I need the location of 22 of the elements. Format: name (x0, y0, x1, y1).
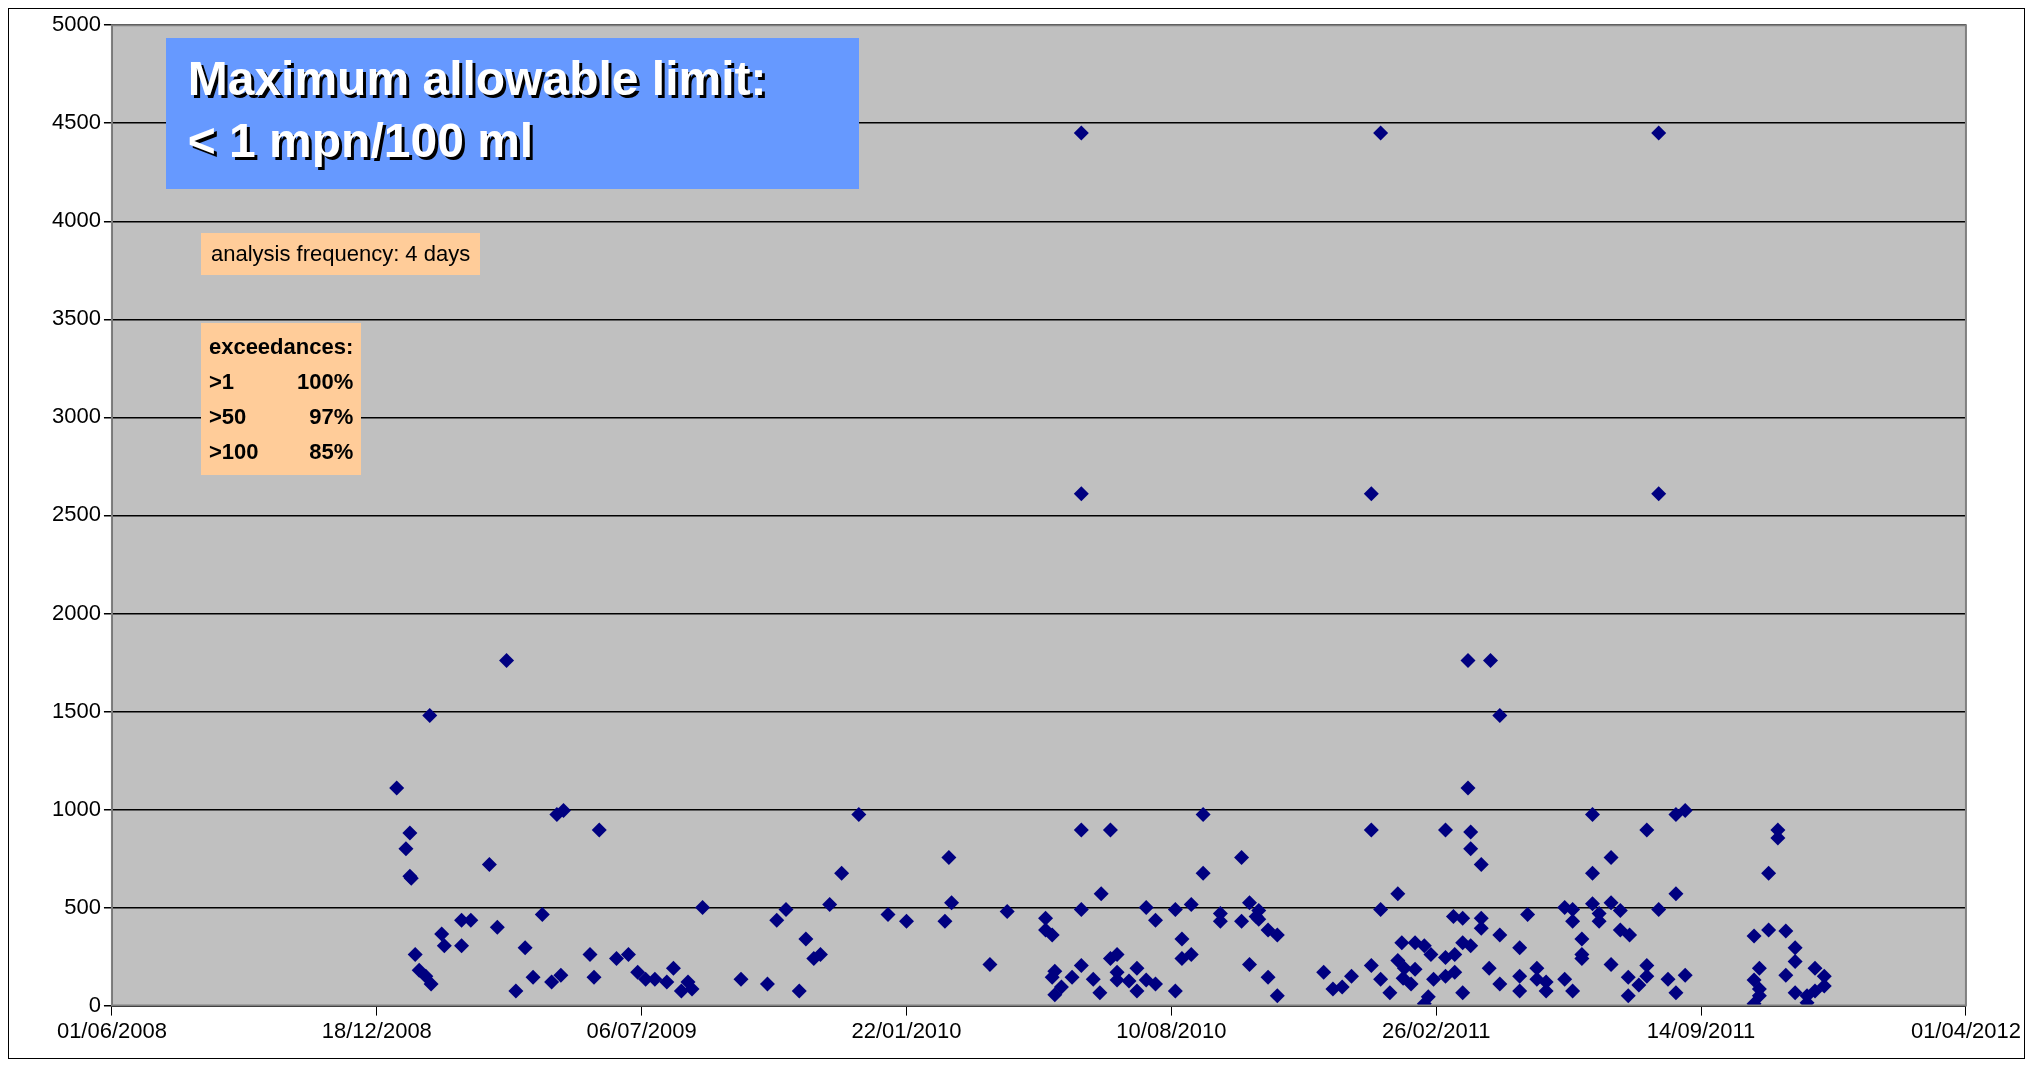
annotation: analysis frequency: 4 days (200, 233, 481, 276)
y-tick-label: 2500 (51, 501, 101, 527)
y-tick-label: 4000 (51, 207, 101, 233)
x-tick-label: 01/06/2008 (56, 1017, 167, 1043)
y-tick-label: 3000 (51, 403, 101, 429)
y-tick-label: 5000 (51, 11, 101, 37)
y-tick-label: 500 (64, 893, 101, 919)
x-tick-label: 18/12/2008 (321, 1017, 432, 1043)
y-tick-label: 2000 (51, 599, 101, 625)
x-tick-label: 26/02/2011 (1381, 1017, 1491, 1043)
x-tick-label: 22/01/2010 (851, 1017, 962, 1043)
y-tick-label: 4500 (51, 109, 101, 135)
x-tick-label: 01/04/2012 (1910, 1017, 2021, 1043)
x-tick-label: 10/08/2010 (1116, 1017, 1227, 1043)
x-tick-label: 06/07/2009 (586, 1017, 697, 1043)
y-tick-label: 3500 (51, 305, 101, 331)
x-tick-label: 14/09/2011 (1646, 1017, 1756, 1043)
y-tick-label: 0 (88, 991, 101, 1017)
text: exceedances: >1 100% >50 97% >100 85% (208, 334, 354, 465)
y-tick-label: 1000 (51, 795, 101, 821)
y-tick-label: 1500 (51, 697, 101, 723)
annotation: Maximum allowable limit: < 1 mpn/100 ml (187, 51, 768, 170)
